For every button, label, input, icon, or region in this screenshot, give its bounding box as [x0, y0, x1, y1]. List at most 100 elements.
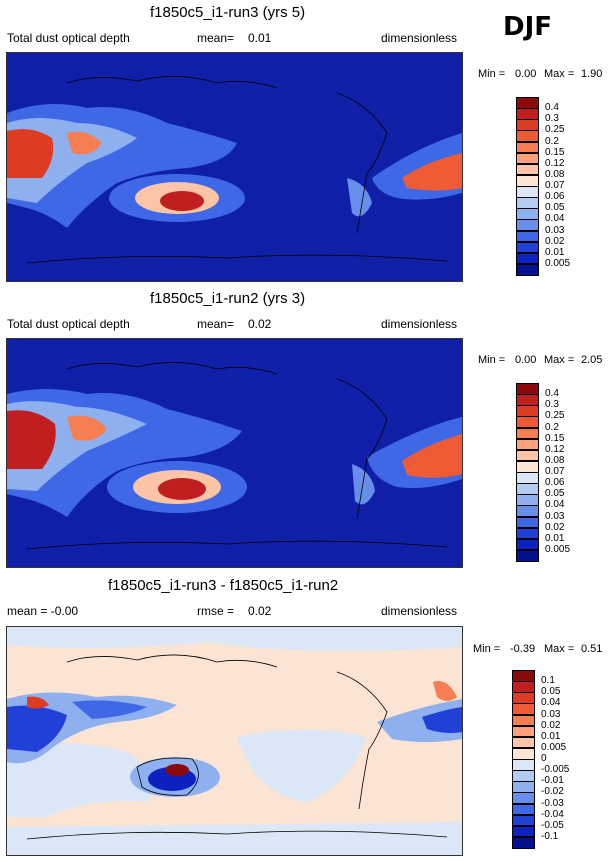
colorbar-level-label: 0.07 [545, 466, 565, 477]
panel-1-units: dimensionless [381, 31, 458, 45]
panel-1-title: f1850c5_i1-run3 (yrs 5) [150, 4, 306, 21]
panel-2-field-label: Total dust optical depth [7, 317, 130, 331]
colorbar-level-label: 0.01 [541, 730, 561, 742]
colorbar-level-label: 0.1 [541, 675, 555, 687]
colorbar-level-label: 0.2 [545, 135, 559, 147]
dust-region-arabia [67, 131, 102, 155]
colorbar-swatch [516, 141, 539, 154]
panel-1-map-svg [7, 53, 462, 281]
colorbar-swatch [512, 803, 535, 816]
panel-2-mean-value: 0.02 [248, 317, 272, 331]
panel-1-map [6, 52, 463, 282]
colorbar-level-label: 0.3 [545, 113, 559, 125]
anomaly-region-australia-pos [165, 764, 189, 776]
colorbar-level-label: 0.04 [545, 499, 565, 511]
coastline-americas [336, 92, 388, 234]
panel-3-units: dimensionless [381, 604, 458, 618]
coastline-americas [336, 378, 388, 520]
colorbar-swatch [516, 427, 539, 440]
colorbar-swatch [516, 383, 539, 395]
colorbar-level-label: -0.04 [541, 808, 564, 820]
colorbar-level-label: 0.4 [545, 102, 559, 114]
colorbar-swatch [516, 527, 539, 540]
colorbar-level-label: 0.03 [545, 510, 565, 522]
colorbar-swatch [512, 692, 535, 704]
colorbar-swatch [516, 230, 539, 243]
colorbar-swatch [512, 714, 535, 727]
colorbar-level-label: 0.04 [545, 213, 565, 225]
colorbar-swatch [516, 449, 539, 462]
colorbar-level-label: 0.01 [545, 532, 565, 544]
panel-1-max-value: 1.90 [581, 68, 603, 80]
coastline-americas [336, 671, 388, 810]
colorbar-level-label: 0.4 [545, 388, 559, 400]
colorbar-level-label: 0.005 [545, 543, 571, 555]
colorbar-swatch [512, 703, 535, 715]
colorbar-swatch [512, 670, 535, 682]
anomaly-band-south-pacific [237, 729, 367, 802]
dust-region-sahara-core [7, 129, 54, 178]
colorbar-swatch [516, 152, 539, 165]
colorbar-swatch [516, 263, 539, 276]
panel-3-rmse-label: rmse = [197, 604, 235, 618]
panel-2-title: f1850c5_i1-run2 (yrs 3) [150, 290, 306, 307]
coastline-australia [136, 757, 199, 796]
colorbar-level-label: 0.01 [545, 246, 565, 258]
colorbar-level-label: 0.06 [545, 191, 565, 203]
colorbar-swatch [516, 438, 539, 451]
coastline-eurasia [66, 362, 278, 375]
colorbar-level-label: 0.12 [545, 157, 565, 169]
panel-2-min-label: Min = [478, 354, 506, 366]
anomaly-band-north [7, 627, 462, 651]
colorbar-swatch [516, 472, 539, 484]
panel-3-colorbar: 0.1 0.05 0.04 0.03 0.02 0.01 0.005 0 -0.005 -0.01… [512, 670, 572, 849]
colorbar-swatch [512, 781, 535, 793]
panel-3-min-label: Min = [473, 643, 501, 655]
panel-2-min-value: 0.00 [515, 354, 537, 366]
colorbar-swatch [512, 747, 535, 760]
dust-region-south-america [352, 464, 375, 505]
panel-2-colorbar: 0.4 0.3 0.25 0.2 0.15 0.12 0.08 0.07 0.06 0.05 0.0… [516, 383, 576, 562]
dust-region-australia-core [158, 478, 206, 500]
colorbar-swatch [516, 241, 539, 254]
panel-1-mean-label: mean= [197, 31, 235, 45]
panel-2-map-svg [7, 339, 462, 567]
colorbar-level-label: 0.2 [545, 421, 559, 433]
colorbar-level-label: -0.03 [541, 797, 564, 809]
colorbar-level-label: 0.25 [545, 124, 565, 136]
coastline-antarctica [26, 830, 448, 840]
colorbar-swatch [516, 483, 539, 495]
colorbar-swatch [516, 252, 539, 265]
colorbar-level-label: -0.005 [541, 764, 570, 776]
colorbar-swatch [516, 163, 539, 176]
anomaly-region-sahara-neg [7, 705, 67, 752]
colorbar-swatch [512, 814, 535, 827]
dust-region-south-america [347, 178, 372, 217]
panel-1-max-label: Max = [544, 68, 575, 80]
anomaly-region-arabia-neg [72, 700, 147, 719]
panel-1-min-label: Min = [478, 68, 506, 80]
colorbar-level-label: 0.08 [545, 454, 565, 466]
panel-2-units: dimensionless [381, 317, 458, 331]
colorbar-swatch [516, 516, 539, 529]
colorbar-swatch [512, 725, 535, 738]
colorbar-swatch [516, 208, 539, 220]
colorbar-level-label: -0.05 [541, 819, 564, 831]
colorbar-swatch [516, 108, 539, 120]
colorbar-swatch [516, 494, 539, 506]
panel-2-max-label: Max = [544, 354, 575, 366]
colorbar-level-label: 0.04 [541, 697, 561, 709]
colorbar-swatch [512, 736, 535, 749]
coastline-eurasia [66, 654, 278, 668]
colorbar-swatch [516, 119, 539, 131]
colorbar-level-label: 0.005 [541, 741, 567, 753]
colorbar-level-label: 0.03 [545, 224, 565, 236]
panel-3-map-svg [7, 627, 462, 855]
colorbar-swatch [516, 538, 539, 551]
colorbar-swatch [516, 505, 539, 517]
panel-2-mean-label: mean= [197, 317, 235, 331]
panel-1-field-label: Total dust optical depth [7, 31, 130, 45]
dust-region-sahara-core [7, 410, 56, 469]
colorbar-level-label: -0.02 [541, 786, 564, 798]
panel-2-max-value: 2.05 [581, 354, 603, 366]
